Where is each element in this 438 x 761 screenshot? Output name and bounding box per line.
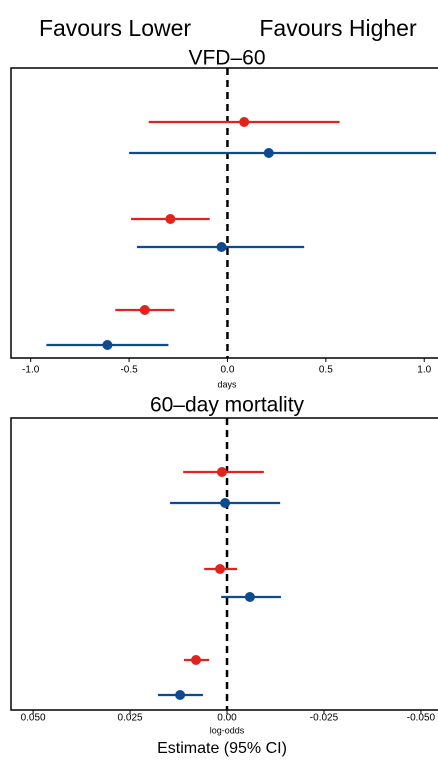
estimate-point xyxy=(175,690,186,700)
panel-title: VFD–60 xyxy=(188,47,265,70)
x-tick-label: 0.00 xyxy=(217,713,237,724)
x-tick-label: 1.0 xyxy=(417,365,431,376)
estimate-point xyxy=(165,214,176,224)
estimate-point xyxy=(216,242,227,252)
estimate-point xyxy=(220,498,231,508)
estimate-point xyxy=(263,148,274,158)
estimate-point xyxy=(216,467,227,477)
x-tick-label: -0.050 xyxy=(407,713,436,724)
estimate-point xyxy=(215,564,226,574)
x-tick-label: -1.0 xyxy=(22,365,40,376)
x-axis-title: Estimate (95% CI) xyxy=(157,740,287,757)
panel-frame xyxy=(10,417,438,711)
estimate-point xyxy=(190,655,201,665)
estimate-point xyxy=(139,305,150,315)
x-axis-label: days xyxy=(217,379,237,389)
estimate-point xyxy=(102,340,113,350)
x-tick-label: -0.5 xyxy=(120,365,138,376)
estimate-point xyxy=(244,592,255,602)
header-left: Favours Lower xyxy=(39,15,191,41)
x-axis-label: log-odds xyxy=(210,725,245,735)
x-tick-label: 0.0 xyxy=(220,365,234,376)
x-tick-label: 0.025 xyxy=(118,713,143,724)
header-right: Favours Higher xyxy=(259,15,417,41)
estimate-point xyxy=(239,117,250,127)
x-tick-label: 0.050 xyxy=(21,713,46,724)
panel-frame xyxy=(10,67,438,359)
panel-title: 60–day mortality xyxy=(150,394,305,417)
x-tick-label: 0.5 xyxy=(319,365,333,376)
x-tick-label: -0.025 xyxy=(310,713,339,724)
